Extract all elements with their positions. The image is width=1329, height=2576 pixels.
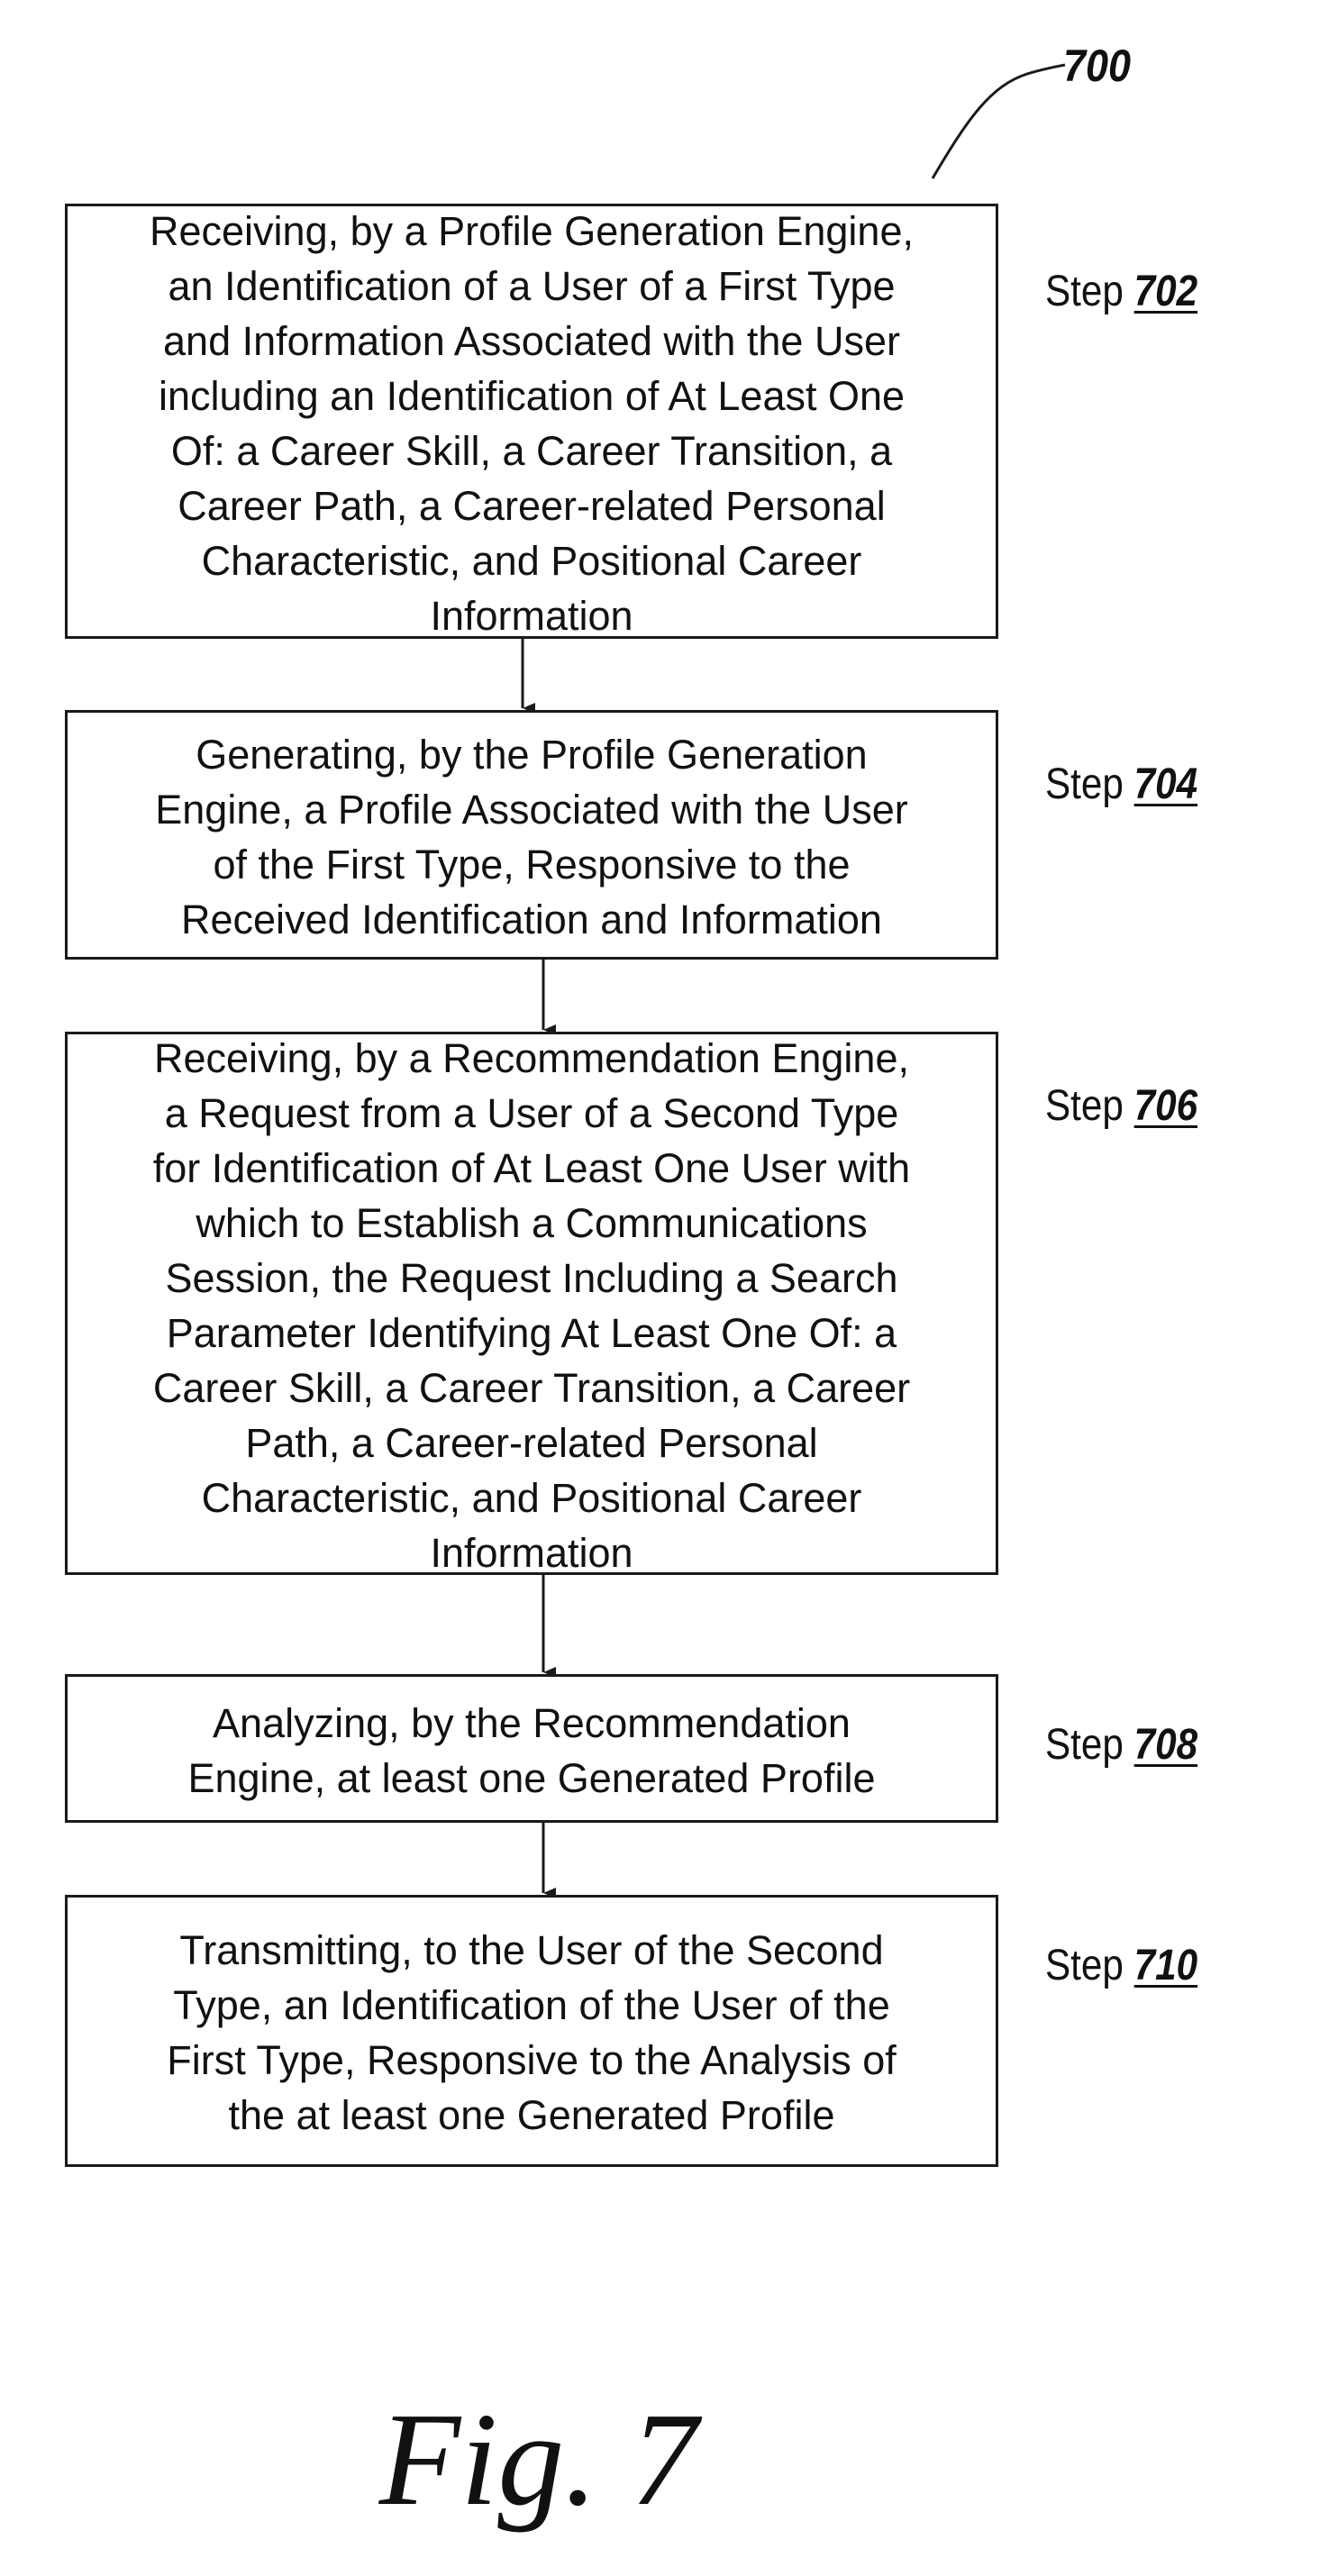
figure-caption: Fig. 7 bbox=[0, 2388, 1329, 2532]
text-line: the at least one Generated Profile bbox=[167, 2088, 897, 2143]
step-label-prefix: Step bbox=[1045, 1942, 1124, 1989]
step-label-708: Step 708 bbox=[1045, 1720, 1197, 1770]
text-line: Receiving, by a Recommendation Engine, bbox=[153, 1031, 910, 1086]
text-line: First Type, Responsive to the Analysis o… bbox=[167, 2033, 897, 2088]
step-label-prefix: Step bbox=[1045, 760, 1124, 808]
text-line: Information bbox=[153, 1525, 910, 1580]
step-label-704: Step 704 bbox=[1045, 760, 1197, 810]
text-line: Type, an Identification of the User of t… bbox=[167, 1978, 897, 2033]
text-line: Parameter Identifying At Least One Of: a bbox=[153, 1306, 910, 1361]
step-text-710: Transmitting, to the User of the Second … bbox=[167, 1923, 897, 2143]
step-box-708: Analyzing, by the Recommendation Engine,… bbox=[65, 1674, 998, 1823]
text-line: of the First Type, Responsive to the bbox=[155, 837, 907, 892]
step-text-704: Generating, by the Profile Generation En… bbox=[155, 727, 907, 947]
text-line: Receiving, by a Profile Generation Engin… bbox=[150, 204, 914, 259]
text-line: including an Identification of At Least … bbox=[150, 369, 914, 423]
step-number: 704 bbox=[1134, 760, 1197, 808]
step-label-prefix: Step bbox=[1045, 1082, 1124, 1130]
text-line: which to Establish a Communications bbox=[153, 1196, 910, 1251]
text-line: Characteristic, and Positional Career bbox=[153, 1470, 910, 1525]
text-line: Information bbox=[150, 588, 914, 643]
step-label-702: Step 702 bbox=[1045, 267, 1197, 317]
step-box-706: Receiving, by a Recommendation Engine, a… bbox=[65, 1032, 998, 1575]
text-line: a Request from a User of a Second Type bbox=[153, 1086, 910, 1141]
step-box-702: Receiving, by a Profile Generation Engin… bbox=[65, 204, 998, 639]
step-number: 710 bbox=[1134, 1942, 1197, 1989]
step-label-prefix: Step bbox=[1045, 1721, 1124, 1769]
reference-leader-line bbox=[933, 65, 1065, 178]
step-text-702: Receiving, by a Profile Generation Engin… bbox=[150, 204, 914, 643]
text-line: Career Skill, a Career Transition, a Car… bbox=[153, 1361, 910, 1415]
step-number: 706 bbox=[1134, 1082, 1197, 1130]
text-line: Session, the Request Including a Search bbox=[153, 1251, 910, 1306]
step-text-708: Analyzing, by the Recommendation Engine,… bbox=[187, 1696, 875, 1806]
step-box-710: Transmitting, to the User of the Second … bbox=[65, 1895, 998, 2167]
reference-numeral: 700 bbox=[1063, 40, 1131, 92]
text-line: Transmitting, to the User of the Second bbox=[167, 1923, 897, 1978]
text-line: Engine, at least one Generated Profile bbox=[187, 1751, 875, 1806]
text-line: Received Identification and Information bbox=[155, 892, 907, 947]
text-line: and Information Associated with the User bbox=[150, 314, 914, 369]
text-line: for Identification of At Least One User … bbox=[153, 1141, 910, 1196]
text-line: Characteristic, and Positional Career bbox=[150, 533, 914, 588]
text-line: Career Path, a Career-related Personal bbox=[150, 478, 914, 533]
step-label-706: Step 706 bbox=[1045, 1081, 1197, 1132]
step-label-prefix: Step bbox=[1045, 268, 1124, 315]
step-number: 708 bbox=[1134, 1721, 1197, 1769]
text-line: Engine, a Profile Associated with the Us… bbox=[155, 782, 907, 837]
text-line: an Identification of a User of a First T… bbox=[150, 259, 914, 314]
step-text-706: Receiving, by a Recommendation Engine, a… bbox=[153, 1031, 910, 1580]
step-label-710: Step 710 bbox=[1045, 1941, 1197, 1991]
step-number: 702 bbox=[1134, 268, 1197, 315]
text-line: Of: a Career Skill, a Career Transition,… bbox=[150, 423, 914, 478]
text-line: Path, a Career-related Personal bbox=[153, 1415, 910, 1470]
text-line: Analyzing, by the Recommendation bbox=[187, 1696, 875, 1751]
text-line: Generating, by the Profile Generation bbox=[155, 727, 907, 782]
step-box-704: Generating, by the Profile Generation En… bbox=[65, 710, 998, 960]
